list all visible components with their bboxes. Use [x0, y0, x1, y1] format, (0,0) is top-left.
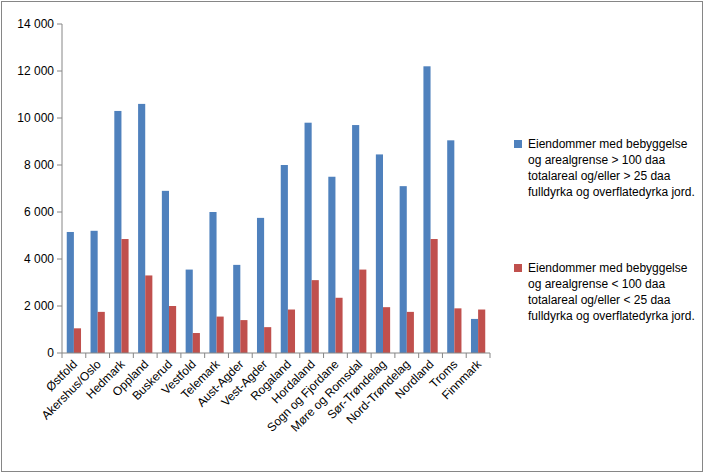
x-tick — [394, 353, 395, 358]
y-tick-label: 14 000 — [17, 17, 54, 31]
bar — [352, 125, 359, 353]
legend-line: fulldyrka og overflatedyrka jord. — [528, 185, 695, 199]
x-tick — [62, 353, 63, 358]
bar — [169, 306, 176, 353]
x-tick — [228, 353, 229, 358]
y-tick — [57, 353, 62, 354]
legend-swatch — [514, 140, 522, 148]
bar — [233, 265, 240, 353]
x-tick — [204, 353, 205, 358]
y-tick — [57, 24, 62, 25]
bar — [447, 140, 454, 353]
bar — [335, 298, 342, 353]
bar — [376, 154, 383, 353]
y-tick-label: 12 000 — [17, 64, 54, 78]
chart: 02 0004 0006 0008 00010 00012 00014 000Ø… — [0, 0, 705, 474]
legend-label: Eiendommer med bebyggelse og arealgrense … — [528, 261, 695, 323]
x-tick — [252, 353, 253, 358]
y-tick — [57, 212, 62, 213]
x-tick — [347, 353, 348, 358]
legend-line: Eiendommer med bebyggelse — [528, 137, 688, 151]
legend-swatch — [514, 264, 522, 272]
bar — [264, 327, 271, 353]
x-tick — [85, 353, 86, 358]
x-tick — [371, 353, 372, 358]
bar — [423, 66, 430, 353]
y-tick-label: 8 000 — [24, 158, 54, 172]
y-tick-label: 4 000 — [24, 252, 54, 266]
x-tick — [418, 353, 419, 358]
bar — [328, 177, 335, 353]
y-tick-label: 0 — [47, 346, 54, 360]
bar — [98, 312, 105, 353]
bar — [312, 280, 319, 353]
legend-line: fulldyrka og overflatedyrka jord. — [528, 309, 695, 323]
y-tick — [57, 259, 62, 260]
y-tick — [57, 118, 62, 119]
x-tick — [442, 353, 443, 358]
bar — [91, 231, 98, 353]
bar — [145, 275, 152, 353]
y-tick-label: 6 000 — [24, 205, 54, 219]
bar — [407, 312, 414, 353]
bar — [114, 111, 121, 353]
x-tick — [276, 353, 277, 358]
x-tick — [466, 353, 467, 358]
x-tick-label: Finnmark — [439, 357, 485, 403]
y-tick-label: 2 000 — [24, 299, 54, 313]
x-tick — [157, 353, 158, 358]
bar — [431, 239, 438, 353]
legend-line: Eiendommer med bebyggelse — [528, 261, 688, 275]
bar — [281, 165, 288, 353]
bar — [209, 212, 216, 353]
bar — [67, 232, 74, 353]
x-tick — [109, 353, 110, 358]
bar — [193, 333, 200, 353]
bar — [162, 191, 169, 353]
y-tick — [57, 165, 62, 166]
legend-line: totalareal og/eller < 25 daa — [528, 293, 671, 307]
x-tick — [180, 353, 181, 358]
bar — [138, 104, 145, 353]
y-axis — [62, 24, 63, 353]
legend-line: og arealgrense > 100 daa — [528, 153, 665, 167]
y-tick-label: 10 000 — [17, 111, 54, 125]
x-tick — [299, 353, 300, 358]
bar — [288, 310, 295, 353]
bar — [217, 317, 224, 353]
bar — [478, 310, 485, 353]
chart-frame — [2, 2, 703, 472]
bar — [305, 123, 312, 353]
bar — [257, 218, 264, 353]
bar — [74, 328, 81, 353]
x-tick — [133, 353, 134, 358]
bar — [186, 270, 193, 353]
bar — [400, 186, 407, 353]
legend-line: totalareal og/eller > 25 daa — [528, 169, 671, 183]
legend-line: og arealgrense < 100 daa — [528, 277, 665, 291]
bar — [383, 307, 390, 353]
bar — [359, 270, 366, 353]
x-tick — [323, 353, 324, 358]
y-tick — [57, 306, 62, 307]
bar — [454, 308, 461, 353]
bar — [471, 319, 478, 353]
bar — [121, 239, 128, 353]
bars — [67, 66, 485, 353]
y-tick — [57, 71, 62, 72]
legend-label: Eiendommer med bebyggelse og arealgrense … — [528, 137, 695, 199]
bar — [240, 320, 247, 353]
x-tick — [490, 353, 491, 358]
